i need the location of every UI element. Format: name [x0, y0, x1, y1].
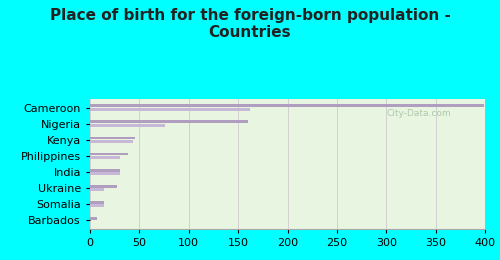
Bar [90, 217, 97, 220]
Bar [90, 204, 104, 207]
Text: City-Data.com: City-Data.com [386, 109, 451, 118]
Bar [90, 153, 128, 155]
Bar [90, 172, 120, 175]
Bar [90, 124, 165, 127]
Bar [90, 140, 134, 143]
Bar [90, 185, 117, 187]
Bar [90, 201, 104, 204]
Bar [90, 108, 250, 111]
Bar [90, 136, 136, 139]
Bar [90, 105, 484, 107]
Bar [90, 188, 104, 191]
Bar [90, 120, 248, 123]
Bar [90, 156, 120, 159]
Text: Place of birth for the foreign-born population -
Countries: Place of birth for the foreign-born popu… [50, 8, 450, 40]
Bar [90, 169, 120, 172]
